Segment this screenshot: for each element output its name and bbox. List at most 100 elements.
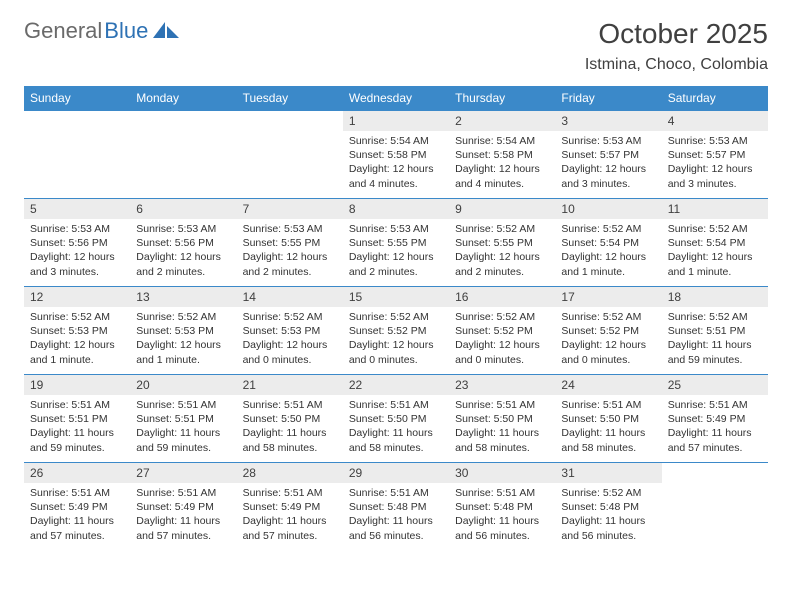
day-number: 16 [449, 287, 555, 307]
day-number: 5 [24, 199, 130, 219]
day-number: 19 [24, 375, 130, 395]
weekday-header: Sunday [24, 86, 130, 111]
daylight-text: Daylight: 11 hours and 56 minutes. [349, 514, 443, 542]
logo: GeneralBlue [24, 18, 179, 44]
sunrise-text: Sunrise: 5:52 AM [243, 310, 337, 324]
sunrise-text: Sunrise: 5:52 AM [561, 310, 655, 324]
day-details: Sunrise: 5:52 AMSunset: 5:48 PMDaylight:… [555, 483, 661, 547]
weekday-header: Tuesday [237, 86, 343, 111]
day-details: Sunrise: 5:52 AMSunset: 5:53 PMDaylight:… [24, 307, 130, 371]
day-details: Sunrise: 5:52 AMSunset: 5:51 PMDaylight:… [662, 307, 768, 371]
daylight-text: Daylight: 12 hours and 0 minutes. [455, 338, 549, 366]
sunrise-text: Sunrise: 5:53 AM [243, 222, 337, 236]
sunrise-text: Sunrise: 5:51 AM [349, 486, 443, 500]
day-number: 28 [237, 463, 343, 483]
daylight-text: Daylight: 11 hours and 57 minutes. [30, 514, 124, 542]
sunset-text: Sunset: 5:58 PM [349, 148, 443, 162]
sunrise-text: Sunrise: 5:51 AM [455, 398, 549, 412]
sunset-text: Sunset: 5:51 PM [136, 412, 230, 426]
sunrise-text: Sunrise: 5:52 AM [561, 486, 655, 500]
day-number: 22 [343, 375, 449, 395]
daylight-text: Daylight: 12 hours and 2 minutes. [455, 250, 549, 278]
calendar-cell [237, 111, 343, 199]
day-details: Sunrise: 5:52 AMSunset: 5:52 PMDaylight:… [449, 307, 555, 371]
day-details: Sunrise: 5:51 AMSunset: 5:49 PMDaylight:… [130, 483, 236, 547]
sunset-text: Sunset: 5:54 PM [668, 236, 762, 250]
sunrise-text: Sunrise: 5:54 AM [349, 134, 443, 148]
calendar-cell: 28Sunrise: 5:51 AMSunset: 5:49 PMDayligh… [237, 463, 343, 551]
sunrise-text: Sunrise: 5:51 AM [30, 398, 124, 412]
calendar-cell: 8Sunrise: 5:53 AMSunset: 5:55 PMDaylight… [343, 199, 449, 287]
daylight-text: Daylight: 12 hours and 4 minutes. [349, 162, 443, 190]
day-details: Sunrise: 5:51 AMSunset: 5:49 PMDaylight:… [662, 395, 768, 459]
day-number: 21 [237, 375, 343, 395]
day-number: 17 [555, 287, 661, 307]
day-number: 3 [555, 111, 661, 131]
calendar-cell: 20Sunrise: 5:51 AMSunset: 5:51 PMDayligh… [130, 375, 236, 463]
calendar-cell: 16Sunrise: 5:52 AMSunset: 5:52 PMDayligh… [449, 287, 555, 375]
day-details: Sunrise: 5:52 AMSunset: 5:52 PMDaylight:… [555, 307, 661, 371]
day-details: Sunrise: 5:53 AMSunset: 5:57 PMDaylight:… [555, 131, 661, 195]
logo-text-blue: Blue [104, 18, 148, 44]
sunrise-text: Sunrise: 5:52 AM [30, 310, 124, 324]
daylight-text: Daylight: 11 hours and 58 minutes. [455, 426, 549, 454]
daylight-text: Daylight: 12 hours and 3 minutes. [668, 162, 762, 190]
calendar-cell: 1Sunrise: 5:54 AMSunset: 5:58 PMDaylight… [343, 111, 449, 199]
day-details: Sunrise: 5:52 AMSunset: 5:53 PMDaylight:… [130, 307, 236, 371]
sunrise-text: Sunrise: 5:51 AM [668, 398, 762, 412]
day-number: 30 [449, 463, 555, 483]
sunset-text: Sunset: 5:57 PM [561, 148, 655, 162]
calendar-head: SundayMondayTuesdayWednesdayThursdayFrid… [24, 86, 768, 111]
day-details: Sunrise: 5:53 AMSunset: 5:57 PMDaylight:… [662, 131, 768, 195]
daylight-text: Daylight: 11 hours and 56 minutes. [455, 514, 549, 542]
title-block: October 2025 Istmina, Choco, Colombia [585, 18, 768, 74]
sunset-text: Sunset: 5:53 PM [30, 324, 124, 338]
day-number: 7 [237, 199, 343, 219]
sunrise-text: Sunrise: 5:52 AM [668, 222, 762, 236]
sunrise-text: Sunrise: 5:53 AM [561, 134, 655, 148]
day-number: 15 [343, 287, 449, 307]
day-number: 9 [449, 199, 555, 219]
daylight-text: Daylight: 11 hours and 57 minutes. [668, 426, 762, 454]
day-number [662, 463, 768, 483]
daylight-text: Daylight: 11 hours and 59 minutes. [136, 426, 230, 454]
weekday-header: Saturday [662, 86, 768, 111]
day-number: 27 [130, 463, 236, 483]
calendar-cell [24, 111, 130, 199]
sunset-text: Sunset: 5:58 PM [455, 148, 549, 162]
weekday-header: Monday [130, 86, 236, 111]
sunset-text: Sunset: 5:52 PM [349, 324, 443, 338]
daylight-text: Daylight: 12 hours and 2 minutes. [136, 250, 230, 278]
sunset-text: Sunset: 5:49 PM [243, 500, 337, 514]
sunrise-text: Sunrise: 5:51 AM [243, 398, 337, 412]
daylight-text: Daylight: 11 hours and 58 minutes. [349, 426, 443, 454]
calendar-cell: 21Sunrise: 5:51 AMSunset: 5:50 PMDayligh… [237, 375, 343, 463]
sunset-text: Sunset: 5:50 PM [561, 412, 655, 426]
day-details: Sunrise: 5:51 AMSunset: 5:49 PMDaylight:… [24, 483, 130, 547]
daylight-text: Daylight: 12 hours and 4 minutes. [455, 162, 549, 190]
day-number: 24 [555, 375, 661, 395]
day-details: Sunrise: 5:51 AMSunset: 5:51 PMDaylight:… [24, 395, 130, 459]
day-details: Sunrise: 5:51 AMSunset: 5:51 PMDaylight:… [130, 395, 236, 459]
calendar-table: SundayMondayTuesdayWednesdayThursdayFrid… [24, 86, 768, 551]
sunset-text: Sunset: 5:53 PM [243, 324, 337, 338]
calendar-cell: 3Sunrise: 5:53 AMSunset: 5:57 PMDaylight… [555, 111, 661, 199]
day-details: Sunrise: 5:51 AMSunset: 5:50 PMDaylight:… [343, 395, 449, 459]
location: Istmina, Choco, Colombia [585, 56, 768, 74]
page: GeneralBlue October 2025 Istmina, Choco,… [0, 0, 792, 569]
sunrise-text: Sunrise: 5:51 AM [561, 398, 655, 412]
day-number [130, 111, 236, 131]
calendar-cell: 7Sunrise: 5:53 AMSunset: 5:55 PMDaylight… [237, 199, 343, 287]
day-details: Sunrise: 5:52 AMSunset: 5:52 PMDaylight:… [343, 307, 449, 371]
day-number: 11 [662, 199, 768, 219]
day-details: Sunrise: 5:52 AMSunset: 5:54 PMDaylight:… [555, 219, 661, 283]
sunset-text: Sunset: 5:52 PM [561, 324, 655, 338]
sunrise-text: Sunrise: 5:54 AM [455, 134, 549, 148]
calendar-cell [662, 463, 768, 551]
day-details: Sunrise: 5:54 AMSunset: 5:58 PMDaylight:… [449, 131, 555, 195]
sunset-text: Sunset: 5:49 PM [136, 500, 230, 514]
calendar-cell: 29Sunrise: 5:51 AMSunset: 5:48 PMDayligh… [343, 463, 449, 551]
daylight-text: Daylight: 11 hours and 58 minutes. [561, 426, 655, 454]
sunrise-text: Sunrise: 5:53 AM [30, 222, 124, 236]
calendar-cell: 23Sunrise: 5:51 AMSunset: 5:50 PMDayligh… [449, 375, 555, 463]
